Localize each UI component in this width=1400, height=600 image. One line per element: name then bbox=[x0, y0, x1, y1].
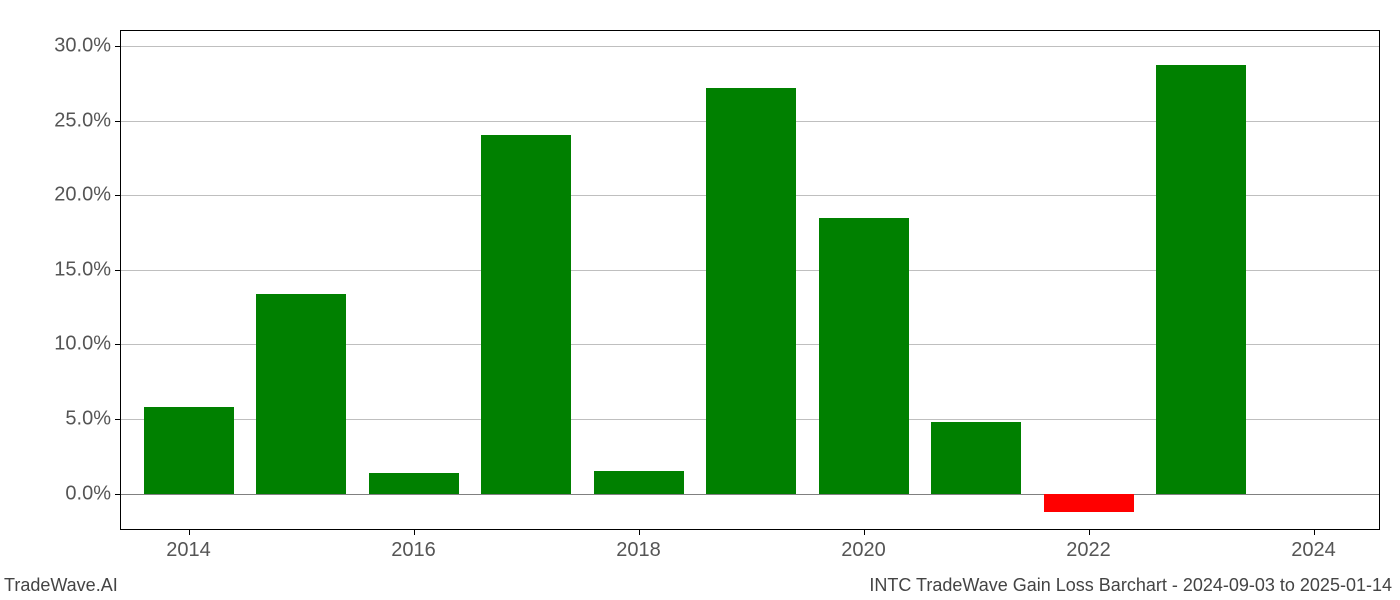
y-tick-label: 20.0% bbox=[54, 184, 121, 207]
gridline bbox=[121, 46, 1379, 47]
bar-2018 bbox=[594, 471, 684, 493]
x-tick-label: 2014 bbox=[166, 529, 211, 562]
y-tick-label: 5.0% bbox=[65, 408, 121, 431]
bar-2019 bbox=[706, 88, 796, 494]
x-tick-label: 2020 bbox=[841, 529, 886, 562]
bar-2016 bbox=[369, 473, 459, 494]
bar-2022 bbox=[1044, 494, 1134, 512]
x-tick-label: 2018 bbox=[616, 529, 661, 562]
bar-2017 bbox=[481, 135, 571, 493]
plot-area: 0.0%5.0%10.0%15.0%20.0%25.0%30.0%2014201… bbox=[120, 30, 1380, 530]
y-tick-label: 15.0% bbox=[54, 258, 121, 281]
x-tick-label: 2024 bbox=[1291, 529, 1336, 562]
zero-line bbox=[121, 494, 1379, 495]
y-tick-label: 0.0% bbox=[65, 482, 121, 505]
x-tick-label: 2016 bbox=[391, 529, 436, 562]
bar-2021 bbox=[931, 422, 1021, 494]
footer-right: INTC TradeWave Gain Loss Barchart - 2024… bbox=[869, 575, 1392, 596]
bar-2023 bbox=[1156, 65, 1246, 493]
x-tick-label: 2022 bbox=[1066, 529, 1111, 562]
bar-2020 bbox=[819, 218, 909, 494]
bar-2015 bbox=[256, 294, 346, 494]
y-tick-label: 10.0% bbox=[54, 333, 121, 356]
footer-left: TradeWave.AI bbox=[4, 575, 118, 596]
y-tick-label: 30.0% bbox=[54, 34, 121, 57]
chart-container: 0.0% 5.0% 10.0% 15.0% 20.0% 25.0% 30.0% 2014 201… bbox=[0, 0, 1400, 600]
y-tick-label: 25.0% bbox=[54, 109, 121, 132]
bar-2014 bbox=[144, 407, 234, 494]
